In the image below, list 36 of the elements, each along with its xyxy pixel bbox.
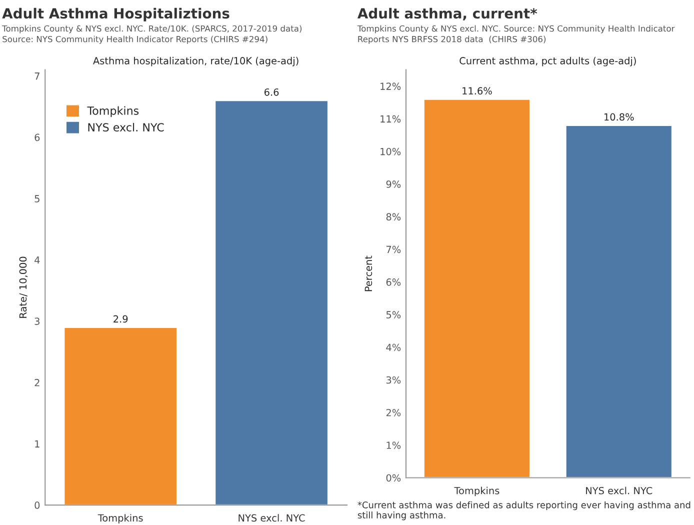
chart-subtitle: Tompkins County & NYS excl. NYC. Rate/10K. (SPARCS, 2017-2019 data) Source: NYS Community Health Indicator Reports (CHIRS #294) [2, 25, 302, 44]
legend-label: Tompkins [87, 106, 139, 118]
data-label: 11.6% [462, 87, 492, 95]
y-tick-label: 1% [386, 442, 401, 449]
y-tick-label: 6 [34, 134, 40, 142]
y-tick-label: 0 [34, 502, 40, 509]
y-tick-label: 1 [35, 440, 40, 448]
y-tick-label: 4% [386, 344, 401, 352]
y-tick-label: 8% [386, 213, 401, 221]
y-tick-label: 5 [34, 195, 40, 202]
y-tick-label: 5% [386, 311, 401, 318]
y-axis-title: Percent [364, 256, 372, 292]
data-label: 10.8% [604, 113, 634, 121]
y-tick-label: 2% [386, 408, 401, 416]
y-tick-label: 4 [34, 256, 40, 264]
chart-subtitle: Tompkins County & NYS excl. NYC. Source: NYS Community Health Indicator Reports NYS BRFSS 2018 data (CHIRS #306) [357, 25, 675, 44]
y-axis-title: Rate/ 10,000 [19, 256, 28, 318]
y-tick-label: 3 [34, 318, 40, 325]
chart-title: Adult asthma, current* [357, 8, 538, 20]
y-tick-label: 9% [386, 180, 401, 188]
y-tick-label: 11% [380, 115, 401, 123]
legend-label: NYS excl. NYC [88, 122, 164, 132]
y-tick-label: 2 [34, 378, 40, 386]
y-tick-label: 3% [386, 376, 401, 384]
y-tick-label: 12% [380, 82, 401, 90]
y-tick-label: 7 [34, 72, 40, 80]
text: *Current asthma was defined as adults reporting ever having asthma and still having asthma. [358, 501, 690, 520]
y-tick-label: 10% [380, 148, 401, 156]
chart-title: Adult Asthma Hospitaliztions [2, 8, 230, 22]
data-label: 6.6 [264, 88, 279, 96]
x-axis-title: Asthma hospitalization, rate/10K (age-adj) [93, 56, 298, 66]
y-tick-label: 6% [386, 278, 401, 286]
x-axis-title: Current asthma, pct adults (age-adj) [460, 56, 636, 66]
data-label: 2.9 [114, 315, 128, 323]
y-tick-label: 0% [386, 474, 401, 482]
y-tick-label: 7% [386, 246, 401, 254]
